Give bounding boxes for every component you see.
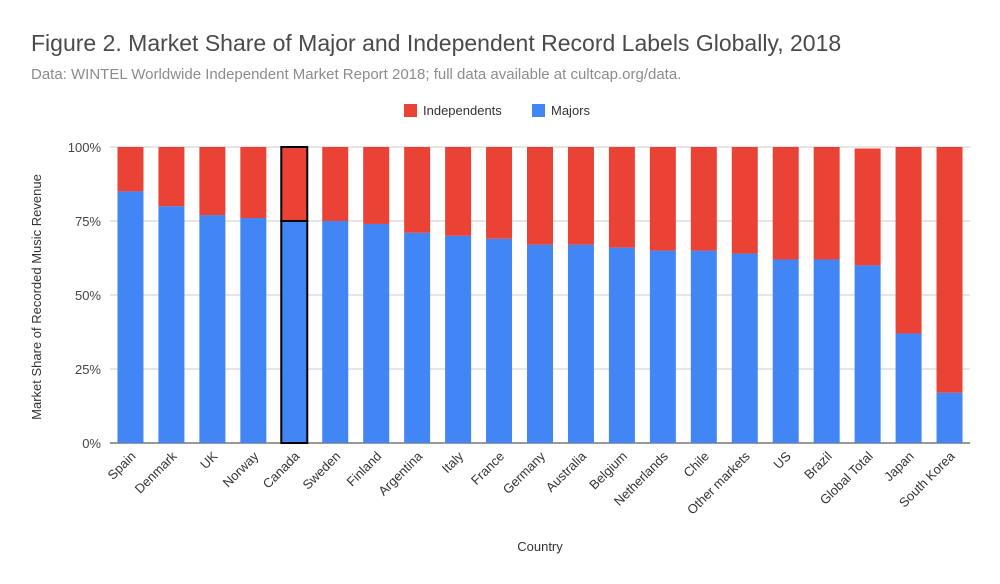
- x-tick-label: US: [770, 448, 794, 472]
- bar-majors: [567, 244, 594, 443]
- bar-independents: [813, 147, 840, 260]
- bar-independents: [322, 147, 349, 221]
- bar-independents: [158, 147, 185, 207]
- bar-majors: [363, 223, 390, 443]
- legend-swatch: [404, 104, 417, 117]
- bar-independents: [854, 148, 881, 266]
- bar-majors: [649, 250, 676, 443]
- bar-majors: [117, 191, 144, 443]
- bar-independents: [527, 147, 553, 245]
- bar-independents: [240, 147, 267, 219]
- x-tick-label: Denmark: [132, 448, 180, 496]
- x-tick-label: Chile: [680, 449, 712, 481]
- x-axis-title: Country: [517, 539, 563, 554]
- bar-majors: [731, 253, 758, 443]
- chart-title: Figure 2. Market Share of Major and Inde…: [31, 30, 842, 56]
- bar-majors: [772, 259, 799, 443]
- bar-majors: [527, 244, 553, 443]
- bar-majors: [445, 235, 472, 443]
- bar-independents: [404, 147, 431, 233]
- y-tick-label: 50%: [75, 288, 101, 303]
- x-tick-label: Brazil: [801, 448, 835, 482]
- bar-majors: [280, 220, 309, 444]
- bar-majors: [404, 232, 431, 443]
- bar-majors: [936, 392, 963, 443]
- x-tick-label: Canada: [260, 448, 303, 491]
- chart-subtitle: Data: WINTEL Worldwide Independent Marke…: [31, 66, 682, 83]
- bar-majors: [895, 333, 922, 443]
- y-axis-title: Market Share of Recorded Music Revenue: [29, 174, 44, 420]
- y-tick-label: 0%: [82, 436, 101, 451]
- bar-majors: [486, 238, 513, 443]
- bar-majors: [199, 215, 226, 443]
- legend-swatch: [532, 104, 545, 117]
- x-tick-label: UK: [197, 448, 221, 472]
- y-tick-label: 75%: [75, 214, 101, 229]
- bar-independents: [486, 147, 513, 239]
- y-tick-label: 100%: [68, 140, 102, 155]
- bar-independents: [608, 147, 635, 248]
- bar-independents: [363, 147, 390, 224]
- bar-independents: [649, 147, 676, 251]
- bar-independents: [731, 147, 758, 254]
- bar-independents: [690, 147, 717, 251]
- x-tick-label: France: [468, 449, 507, 488]
- bar-majors: [322, 221, 349, 443]
- bar-independents: [445, 147, 472, 236]
- x-tick-label: Argentina: [375, 448, 426, 499]
- bar-independents: [895, 147, 922, 334]
- bar-majors: [813, 259, 840, 443]
- bar-independents: [117, 147, 144, 192]
- bar-majors: [240, 218, 267, 443]
- bar-independents: [280, 146, 309, 222]
- bar-independents: [772, 147, 799, 260]
- legend-label: Independents: [423, 103, 502, 118]
- bar-independents: [936, 147, 963, 393]
- bar-majors: [854, 265, 881, 443]
- bar-independents: [199, 147, 226, 216]
- x-tick-label: Spain: [104, 449, 138, 483]
- x-tick-label: Finland: [344, 449, 385, 490]
- x-tick-label: Australia: [543, 448, 590, 495]
- legend-label: Majors: [551, 103, 591, 118]
- x-tick-label: Japan: [881, 449, 917, 485]
- x-tick-label: Germany: [500, 448, 549, 497]
- x-tick-label: Sweden: [300, 449, 344, 493]
- x-tick-label: Italy: [439, 448, 467, 476]
- x-tick-label: Norway: [220, 448, 262, 490]
- bar-majors: [158, 206, 185, 443]
- bar-majors: [608, 247, 635, 443]
- y-tick-label: 25%: [75, 362, 101, 377]
- bar-independents: [567, 147, 594, 245]
- bar-majors: [690, 250, 717, 443]
